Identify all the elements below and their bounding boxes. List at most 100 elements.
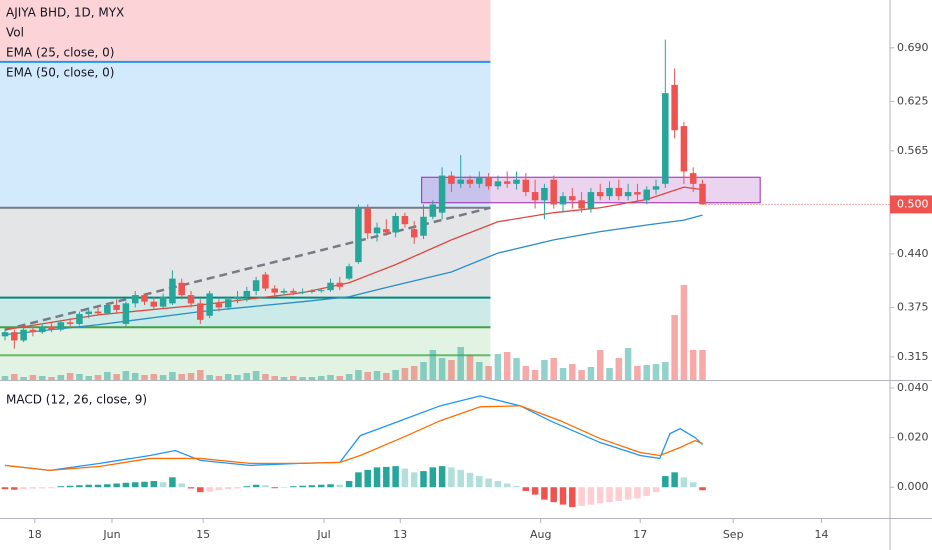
histogram-bar xyxy=(550,487,557,503)
candle-body xyxy=(271,288,278,293)
volume-bar xyxy=(159,375,167,380)
x-tick-label: Sep xyxy=(723,528,744,541)
fib-zone xyxy=(0,207,491,298)
macd-title: MACD (12, 26, close, 9) xyxy=(6,393,147,407)
volume-bar xyxy=(466,355,474,380)
histogram-bar xyxy=(187,487,195,489)
histogram-bar xyxy=(243,486,251,488)
candle-body xyxy=(494,181,502,187)
histogram-bar xyxy=(410,472,418,488)
histogram-bar xyxy=(438,466,446,488)
volume-bar xyxy=(606,368,613,380)
histogram-bar xyxy=(122,482,130,488)
volume-bar xyxy=(652,364,660,380)
volume-bar xyxy=(587,367,595,380)
volume-bar xyxy=(29,375,37,380)
trend-line xyxy=(4,206,491,331)
candle-body xyxy=(224,299,232,308)
volume-bar xyxy=(643,365,650,380)
volume-bar xyxy=(615,358,623,380)
histogram-bar xyxy=(596,487,604,504)
volume-bar xyxy=(327,375,334,380)
volume-bar xyxy=(11,374,18,380)
histogram-bar xyxy=(587,487,595,505)
volume-bar xyxy=(187,373,195,380)
histogram-bar xyxy=(197,487,204,493)
volume-bar xyxy=(522,366,530,380)
volume-bar xyxy=(252,371,260,380)
histogram-bar xyxy=(457,469,464,488)
histogram-bar xyxy=(652,487,660,493)
histogram-bar xyxy=(1,487,9,490)
volume-bar xyxy=(38,376,46,380)
volume-bar xyxy=(457,347,464,380)
histogram-bar xyxy=(476,476,483,488)
candle-body xyxy=(308,290,316,292)
histogram-bar xyxy=(317,484,325,488)
volume-bar xyxy=(290,376,297,380)
candle-body xyxy=(383,229,390,233)
candle-body xyxy=(578,200,585,209)
volume-bar xyxy=(345,374,353,380)
indicator-label: EMA (50, close, 0) xyxy=(6,66,114,80)
volume-bar xyxy=(680,285,688,380)
candle-body xyxy=(280,290,288,293)
volume-bar xyxy=(104,372,111,380)
volume-bar xyxy=(1,376,9,380)
volume-bar xyxy=(280,377,288,380)
candle-body xyxy=(215,303,223,308)
volume-bar xyxy=(234,375,241,380)
candle-body xyxy=(336,282,344,287)
volume-bar xyxy=(699,350,706,380)
histogram-bar xyxy=(345,481,353,488)
volume-bar xyxy=(317,376,325,380)
macd-line xyxy=(4,405,703,472)
histogram-bar xyxy=(494,481,502,488)
candle-body xyxy=(615,187,623,197)
volume-bar xyxy=(662,362,669,380)
candle-body xyxy=(131,295,139,304)
candle-body xyxy=(234,296,241,300)
histogram-bar xyxy=(271,487,278,489)
y-tick-label: 0.000 xyxy=(897,480,929,493)
volume-bar xyxy=(122,371,130,380)
y-tick-label: 0.040 xyxy=(897,381,929,394)
candle-body xyxy=(94,311,102,314)
histogram-bar xyxy=(38,487,46,489)
candle-body xyxy=(662,93,669,184)
histogram-bar xyxy=(541,487,548,500)
x-tick-label: 17 xyxy=(633,528,647,541)
candle-body xyxy=(476,178,483,184)
candle-body xyxy=(197,303,204,320)
histogram-bar xyxy=(503,483,511,488)
histogram-bar xyxy=(85,484,92,488)
histogram-bar xyxy=(373,467,381,488)
candle-body xyxy=(113,304,120,310)
histogram-bar xyxy=(29,487,37,489)
x-tick-label: 13 xyxy=(393,528,407,541)
x-tick-label: 15 xyxy=(196,528,210,541)
volume-bar xyxy=(364,372,371,380)
volume-bar xyxy=(624,348,632,380)
volume-bar xyxy=(243,373,251,380)
histogram-bar xyxy=(104,484,111,488)
candle-body xyxy=(317,290,325,292)
candle-body xyxy=(252,280,260,291)
candle-body xyxy=(466,179,474,184)
volume-bar xyxy=(178,374,185,380)
volume-bar xyxy=(578,370,585,380)
candle-body xyxy=(671,84,678,131)
histogram-bar xyxy=(643,487,650,496)
candle-body xyxy=(262,274,269,289)
volume-bar xyxy=(66,373,74,380)
volume-bar xyxy=(541,360,548,380)
volume-bar xyxy=(448,360,455,380)
histogram-bar xyxy=(159,482,167,488)
histogram-bar xyxy=(420,471,427,488)
volume-bar xyxy=(20,377,27,380)
candle-body xyxy=(122,303,130,324)
histogram-bar xyxy=(662,476,669,488)
histogram-bar xyxy=(624,487,632,500)
histogram-bar xyxy=(485,478,492,488)
candle-body xyxy=(20,329,27,341)
